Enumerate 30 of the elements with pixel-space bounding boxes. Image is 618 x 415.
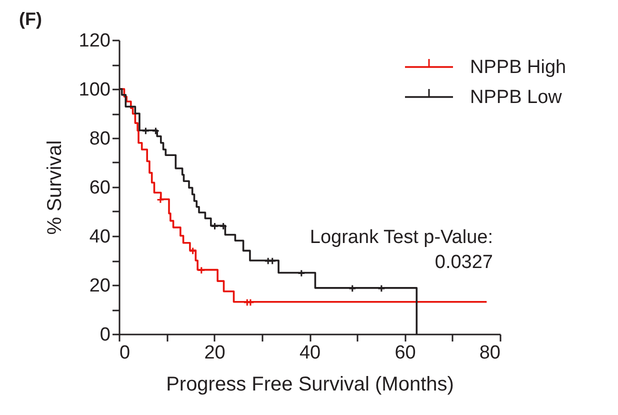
- point: [152, 126, 160, 135]
- legend-label: NPPB Low: [470, 87, 562, 108]
- legend-label: NPPB High: [470, 57, 566, 78]
- y-tick-label: 120: [78, 30, 110, 52]
- annotation: 0.0327: [434, 252, 493, 273]
- y-tick-label: 80: [89, 128, 110, 150]
- y-tick-label: 0: [100, 324, 110, 346]
- point: [156, 196, 164, 204]
- point: [378, 284, 386, 292]
- x-axis-title: Progress Free Survival (Months): [166, 374, 454, 396]
- chart-title: (F): [19, 9, 42, 29]
- point: [298, 269, 306, 278]
- point: [210, 222, 219, 230]
- x-tick-label: 20: [204, 342, 226, 364]
- point: [246, 298, 254, 306]
- annotation: Logrank Test p-Value:: [310, 227, 493, 248]
- x-tick-label: 60: [394, 342, 416, 364]
- y-tick-label: 20: [89, 276, 110, 296]
- point: [348, 284, 356, 292]
- y-tick-label: 40: [89, 226, 110, 248]
- x-tick-label: 40: [299, 342, 321, 364]
- point: [268, 257, 276, 265]
- point: [198, 266, 206, 274]
- y-tick-label: 60: [89, 178, 110, 198]
- x-tick-label: 0: [120, 342, 130, 364]
- y-tick-label: 100: [78, 80, 110, 100]
- x-tick-label: 80: [479, 342, 500, 364]
- y-axis-title: % Survival: [44, 140, 66, 235]
- point: [142, 126, 150, 135]
- point: [219, 222, 228, 230]
